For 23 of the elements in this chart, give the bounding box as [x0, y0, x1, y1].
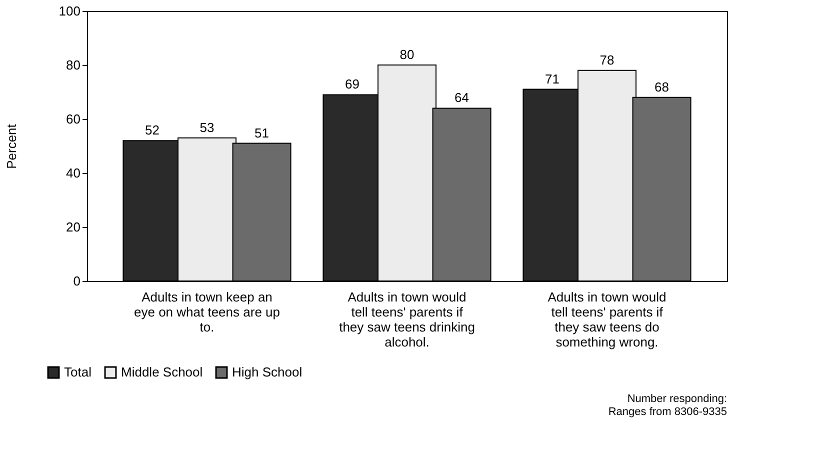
x-tick-label: Adults in town would tell teens' parents if they saw teens drinking alcohol. — [339, 290, 475, 350]
data-label: 52 — [144, 122, 160, 138]
data-label: 69 — [344, 76, 360, 92]
y-tick-label: 60 — [66, 112, 80, 126]
x-tick-label: Adults in town keep an eye on what teens are up to. — [134, 290, 280, 334]
data-label: 78 — [600, 52, 614, 68]
y-tick-label: 100 — [58, 4, 80, 18]
y-tick-label: 0 — [73, 274, 80, 288]
text: Number responding: Ranges from 8306-9335 — [608, 393, 727, 418]
data-label: 64 — [454, 90, 470, 106]
legend-label: High School — [232, 364, 302, 380]
legend-label: Middle School — [121, 364, 203, 380]
legend-label: Total — [64, 364, 92, 380]
data-label: 51 — [254, 125, 270, 140]
y-tick-label: 40 — [66, 166, 80, 180]
data-label: 71 — [544, 71, 560, 86]
data-label: 80 — [400, 47, 414, 62]
y-tick-label: 20 — [66, 220, 80, 234]
x-tick-label: Adults in town would tell teens' parents if they saw teens do something wrong. — [548, 290, 666, 350]
y-tick-label: 80 — [66, 58, 80, 72]
data-label: 53 — [200, 120, 214, 135]
data-label: 68 — [654, 79, 670, 94]
y-axis-title: Percent — [4, 124, 19, 169]
